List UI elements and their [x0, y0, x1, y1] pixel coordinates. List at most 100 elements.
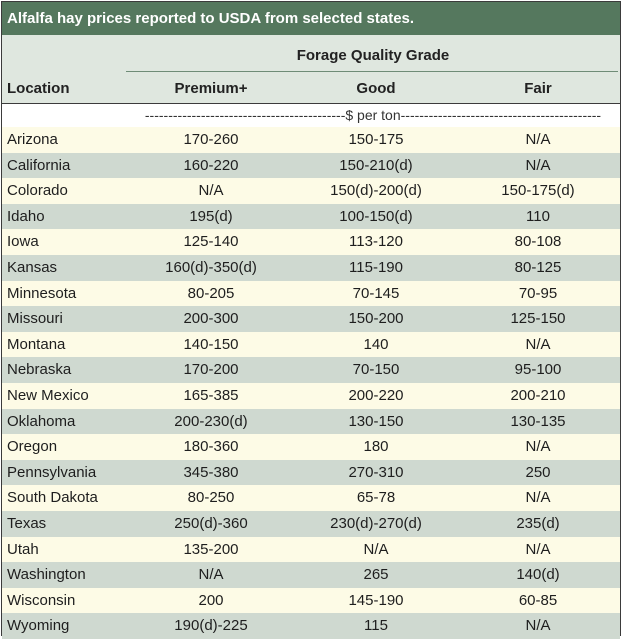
- fair-price-cell: 80-125: [514, 258, 562, 276]
- premium-price-cell: N/A: [198, 182, 224, 200]
- premium-price-cell: 80-250: [187, 489, 235, 507]
- good-price-cell: 130-150: [348, 412, 404, 430]
- table-row: Minnesota 80-205 70-145 70-95: [2, 280, 620, 307]
- location-column-header: Location: [7, 80, 70, 97]
- good-price-cell: 70-145: [352, 284, 400, 302]
- fair-price-cell: N/A: [525, 540, 551, 558]
- fair-price-cell: N/A: [525, 617, 551, 635]
- table-row: Montana 140-150 140 N/A: [2, 331, 620, 358]
- table-row: New Mexico 165-385 200-220 200-210: [2, 382, 620, 409]
- table-row: Wyoming 190(d)-225 115 N/A: [2, 613, 620, 639]
- table-row: Colorado N/A 150(d)-200(d) 150-175(d): [2, 178, 620, 204]
- premium-price-cell: 345-380: [183, 463, 239, 481]
- location-cell: New Mexico: [7, 386, 89, 404]
- unit-row: ----------------------------------------…: [2, 104, 620, 127]
- fair-price-cell: N/A: [525, 156, 551, 174]
- location-cell: Washington: [7, 566, 86, 584]
- table-row: Iowa 125-140 113-120 80-108: [2, 229, 620, 255]
- location-cell: Pennsylvania: [7, 463, 97, 481]
- table-body: Arizona 170-260 150-175 N/A California 160-22…: [2, 127, 620, 639]
- table-row: Idaho 195(d) 100-150(d) 110: [2, 203, 620, 230]
- good-price-cell: 140: [363, 335, 389, 353]
- location-cell: Montana: [7, 335, 66, 353]
- premium-price-cell: N/A: [198, 566, 224, 584]
- premium-price-cell: 170-200: [183, 361, 239, 379]
- fair-price-cell: N/A: [525, 489, 551, 507]
- fair-price-cell: N/A: [525, 335, 551, 353]
- table-row: Pennsylvania 345-380 270-310 250: [2, 459, 620, 486]
- table-row: Oregon 180-360 180 N/A: [2, 434, 620, 460]
- unit-label: ----------------------------------------…: [144, 107, 602, 123]
- premium-price-cell: 135-200: [183, 540, 239, 558]
- premium-price-cell: 160(d)-350(d): [165, 258, 257, 276]
- location-cell: Utah: [7, 540, 39, 558]
- good-price-cell: 150(d)-200(d): [330, 182, 422, 200]
- good-price-cell: N/A: [363, 540, 389, 558]
- location-cell: Idaho: [7, 207, 45, 225]
- fair-price-cell: 70-95: [518, 284, 558, 302]
- table-row: Wisconsin 200 145-190 60-85: [2, 587, 620, 614]
- fair-price-cell: 125-150: [510, 310, 566, 328]
- fair-price-cell: 110: [526, 207, 550, 225]
- fair-price-cell: 140(d): [516, 566, 560, 584]
- location-cell: Oregon: [7, 438, 58, 456]
- good-price-cell: 265: [363, 566, 389, 584]
- good-price-cell: 150-210(d): [339, 156, 413, 174]
- table-row: California 160-220 150-210(d) N/A: [2, 152, 620, 179]
- premium-price-cell: 200-300: [183, 310, 239, 328]
- location-cell: Missouri: [7, 310, 63, 328]
- fair-price-cell: 150-175(d): [501, 182, 575, 200]
- good-price-cell: 65-78: [356, 489, 396, 507]
- table-row: Arizona 170-260 150-175 N/A: [2, 127, 620, 153]
- location-cell: Wyoming: [7, 617, 70, 635]
- fair-price-cell: 250: [525, 463, 551, 481]
- location-cell: Colorado: [7, 182, 68, 200]
- premium-price-cell: 195(d): [189, 207, 233, 225]
- location-cell: Nebraska: [7, 361, 72, 379]
- fair-column-header: Fair: [524, 80, 552, 97]
- premium-price-cell: 80-205: [187, 284, 235, 302]
- premium-price-cell: 200-230(d): [174, 412, 248, 430]
- fair-price-cell: N/A: [525, 131, 551, 148]
- good-price-cell: 230(d)-270(d): [330, 514, 422, 532]
- location-cell: Texas: [7, 514, 47, 532]
- good-price-cell: 115-190: [349, 258, 403, 276]
- good-price-cell: 145-190: [348, 591, 404, 609]
- table-row: Missouri 200-300 150-200 125-150: [2, 306, 620, 332]
- premium-price-cell: 125-140: [183, 233, 239, 251]
- location-cell: Minnesota: [7, 284, 77, 302]
- good-price-cell: 150-175: [348, 131, 404, 148]
- location-cell: Oklahoma: [7, 412, 76, 430]
- premium-price-cell: 140-150: [183, 335, 239, 353]
- location-cell: California: [7, 156, 71, 174]
- fair-price-cell: 200-210: [510, 386, 566, 404]
- premium-price-cell: 170-260: [183, 131, 239, 148]
- premium-price-cell: 165-385: [183, 386, 239, 404]
- good-price-cell: 113-120: [349, 233, 403, 251]
- good-price-cell: 180: [363, 438, 389, 456]
- fair-price-cell: 60-85: [518, 591, 558, 609]
- good-price-cell: 200-220: [348, 386, 404, 404]
- header-divider: [126, 71, 618, 72]
- table-row: Nebraska 170-200 70-150 95-100: [2, 357, 620, 383]
- premium-price-cell: 200: [198, 591, 224, 609]
- fair-price-cell: 130-135: [510, 412, 566, 430]
- fair-price-cell: 95-100: [514, 361, 562, 379]
- table-row: Kansas 160(d)-350(d) 115-190 80-125: [2, 254, 620, 281]
- location-cell: Arizona: [7, 131, 58, 148]
- good-price-cell: 100-150(d): [339, 207, 413, 225]
- fair-price-cell: 80-108: [514, 233, 562, 251]
- location-cell: South Dakota: [7, 489, 98, 507]
- good-price-cell: 270-310: [348, 463, 404, 481]
- premium-price-cell: 250(d)-360: [174, 514, 248, 532]
- forage-quality-grade-header: Forage Quality Grade: [296, 47, 450, 64]
- premium-price-cell: 190(d)-225: [174, 617, 248, 635]
- table-row: South Dakota 80-250 65-78 N/A: [2, 485, 620, 511]
- premium-price-cell: 160-220: [183, 156, 239, 174]
- table-title: Alfalfa hay prices reported to USDA from…: [2, 2, 620, 35]
- good-price-cell: 150-200: [348, 310, 404, 328]
- location-cell: Iowa: [7, 233, 39, 251]
- premium-price-cell: 180-360: [183, 438, 239, 456]
- table-row: Utah 135-200 N/A N/A: [2, 536, 620, 563]
